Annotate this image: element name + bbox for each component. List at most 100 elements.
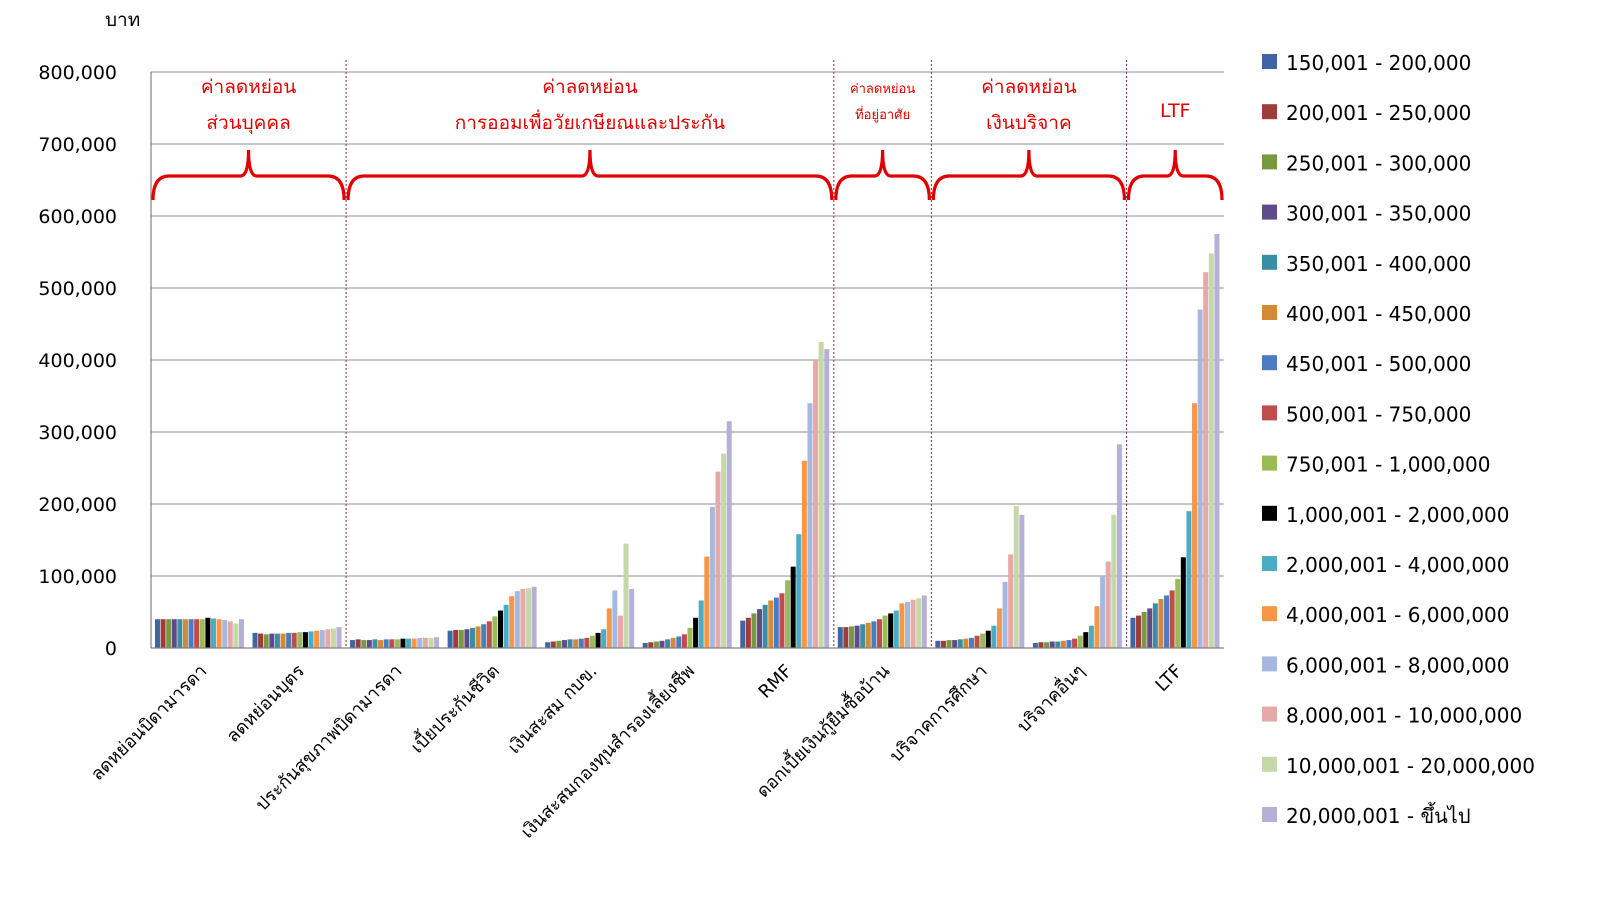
bar (779, 593, 785, 648)
y-axis-ticks: 0 100,000 200,000 300,000 400,000 500,000 600,… (38, 62, 117, 660)
legend-item[interactable]: 4,000,001 - 6,000,000 (1262, 603, 1510, 627)
bar (740, 620, 746, 648)
legend-label: 500,001 - 750,000 (1286, 402, 1471, 426)
bar (773, 597, 779, 648)
legend-item[interactable]: 2,000,001 - 4,000,000 (1262, 553, 1510, 577)
bar (302, 632, 308, 648)
bar (768, 600, 774, 648)
bar (957, 639, 963, 648)
bar (400, 638, 406, 648)
bar (263, 634, 269, 648)
legend-label: 250,001 - 300,000 (1286, 151, 1471, 175)
legend-label: 10,000,001 - 20,000,000 (1286, 754, 1535, 778)
legend-label: 400,001 - 450,000 (1286, 302, 1471, 326)
bar (1141, 612, 1147, 648)
bar (916, 598, 922, 648)
bar (567, 639, 573, 648)
bar (453, 630, 459, 648)
bar (428, 637, 434, 648)
legend-label: 450,001 - 500,000 (1286, 352, 1471, 376)
legend-item[interactable]: 1,000,001 - 2,000,000 (1262, 503, 1510, 527)
legend-item[interactable]: 500,001 - 750,000 (1262, 402, 1471, 426)
group-brace (834, 149, 931, 201)
y-axis-unit-label: บาท (105, 9, 140, 31)
legend-swatch (1262, 405, 1277, 421)
bar (227, 621, 233, 648)
bar (1152, 603, 1158, 648)
bar (612, 590, 618, 648)
legend[interactable]: 150,001 - 200,000 200,001 - 250,000 250,00… (1262, 51, 1535, 828)
legend-label: 2,000,001 - 4,000,000 (1286, 553, 1510, 577)
category-label: บริจาคการศึกษา (886, 661, 992, 767)
bar (617, 615, 623, 648)
bar (1060, 640, 1066, 648)
bar (1130, 617, 1136, 648)
bar (751, 613, 757, 648)
category-label: RMF (755, 661, 797, 703)
bar (481, 624, 487, 648)
legend-label: 8,000,001 - 10,000,000 (1286, 704, 1522, 728)
legend-item[interactable]: 400,001 - 450,000 (1262, 302, 1471, 326)
legend-item[interactable]: 750,001 - 1,000,000 (1262, 453, 1490, 477)
legend-swatch (1262, 455, 1277, 471)
bar (1072, 638, 1078, 648)
bar (417, 637, 423, 648)
category-label: เงินสะสมกองทุนสำรองเลี้ยงชีพ (515, 659, 699, 843)
bar (314, 630, 320, 648)
axes (150, 72, 1224, 649)
bar (681, 634, 687, 648)
bar (1116, 444, 1122, 648)
bar (1094, 606, 1100, 648)
bar (843, 627, 849, 648)
bar (935, 640, 941, 648)
bar (545, 642, 551, 648)
bar (653, 641, 659, 648)
bar (475, 626, 481, 648)
legend-item[interactable]: 250,001 - 300,000 (1262, 151, 1471, 175)
legend-label: 4,000,001 - 6,000,000 (1286, 603, 1510, 627)
bar (974, 635, 980, 648)
category-label: LTF (1151, 661, 1186, 696)
legend-swatch (1262, 656, 1277, 672)
bar (1105, 561, 1111, 648)
bar (1208, 253, 1214, 648)
bar (394, 639, 400, 648)
bar (1049, 641, 1055, 648)
bar (531, 586, 537, 648)
legend-item[interactable]: 20,000,001 - ขึ้นไป (1262, 802, 1471, 828)
legend-swatch (1262, 305, 1277, 320)
group-label: LTF (1160, 100, 1191, 122)
category-label: ลดหย่อนบุตร (223, 660, 310, 747)
bar (1192, 403, 1198, 648)
bar (561, 640, 567, 648)
bar (1032, 642, 1038, 648)
bar (1055, 641, 1061, 648)
bar (406, 638, 412, 648)
bar (1136, 615, 1142, 648)
legend-item[interactable]: 450,001 - 500,000 (1262, 352, 1471, 376)
legend-item[interactable]: 300,001 - 350,000 (1262, 202, 1471, 226)
bar (1008, 554, 1014, 648)
legend-item[interactable]: 6,000,001 - 8,000,000 (1262, 653, 1510, 677)
bar (166, 619, 172, 648)
legend-swatch (1262, 505, 1277, 521)
bar (790, 566, 796, 648)
legend-swatch (1262, 756, 1277, 772)
group-separators (345, 60, 1127, 648)
bar (1180, 557, 1186, 648)
group-annotations: ค่าลดหย่อนส่วนบุคคล ค่าลดหย่อนการออมเพื่อ… (151, 76, 1224, 201)
bar (888, 613, 894, 648)
legend-item[interactable]: 8,000,001 - 10,000,000 (1262, 704, 1522, 728)
bar (252, 632, 258, 648)
bar (715, 471, 721, 648)
legend-item[interactable]: 350,001 - 400,000 (1262, 252, 1471, 276)
legend-item[interactable]: 10,000,001 - 20,000,000 (1262, 754, 1535, 778)
bar (963, 638, 969, 648)
bar (258, 633, 264, 648)
legend-item[interactable]: 150,001 - 200,000 (1262, 51, 1471, 75)
bar (1066, 640, 1072, 648)
bar (837, 627, 843, 648)
bar (486, 621, 492, 648)
bar (188, 619, 194, 648)
legend-item[interactable]: 200,001 - 250,000 (1262, 101, 1471, 125)
